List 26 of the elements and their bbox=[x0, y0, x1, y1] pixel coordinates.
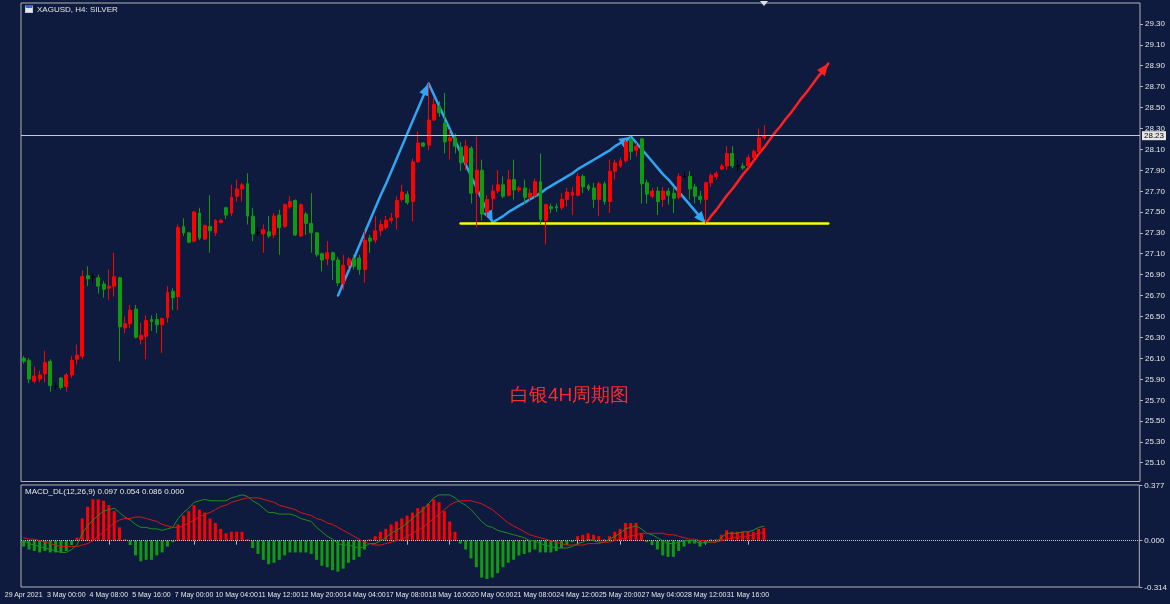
y-tick-label: 27.30 bbox=[1145, 228, 1166, 238]
y-tick-label: 27.50 bbox=[1145, 207, 1166, 217]
y-tick-label: 28.10 bbox=[1145, 144, 1166, 154]
y-tick-label: 26.70 bbox=[1145, 291, 1166, 301]
y-tick-label: 26.50 bbox=[1145, 311, 1166, 321]
y-tick-label: 25.70 bbox=[1145, 395, 1166, 405]
y-tick-label: 0.377 bbox=[1144, 480, 1165, 490]
y-tick-label: 28.50 bbox=[1145, 102, 1166, 112]
y-tick-label: 29.10 bbox=[1145, 40, 1166, 50]
chart-title: XAGUSD, H4: SILVER bbox=[37, 4, 118, 14]
y-tick-label: 27.10 bbox=[1145, 249, 1166, 259]
y-tick-label: 27.90 bbox=[1145, 165, 1166, 175]
y-tick-label: 26.90 bbox=[1145, 270, 1166, 280]
y-tick-label: 25.10 bbox=[1145, 458, 1166, 468]
y-tick-label: 25.90 bbox=[1145, 374, 1166, 384]
y-tick-label: 28.90 bbox=[1145, 61, 1166, 71]
y-tick-label: 26.10 bbox=[1145, 353, 1166, 363]
y-tick-label: 28.30 bbox=[1145, 123, 1166, 133]
y-tick-label: 28.70 bbox=[1145, 82, 1166, 92]
y-tick-label: 25.30 bbox=[1145, 437, 1166, 447]
y-tick-label: 27.70 bbox=[1145, 186, 1166, 196]
ref-line-label: 28.23 bbox=[1144, 131, 1165, 141]
y-tick-label: 29.30 bbox=[1145, 19, 1166, 29]
y-tick-label: 26.30 bbox=[1145, 332, 1166, 342]
y-tick-label: 25.50 bbox=[1145, 416, 1166, 426]
annotation: 白银4H周期图 bbox=[510, 384, 630, 405]
